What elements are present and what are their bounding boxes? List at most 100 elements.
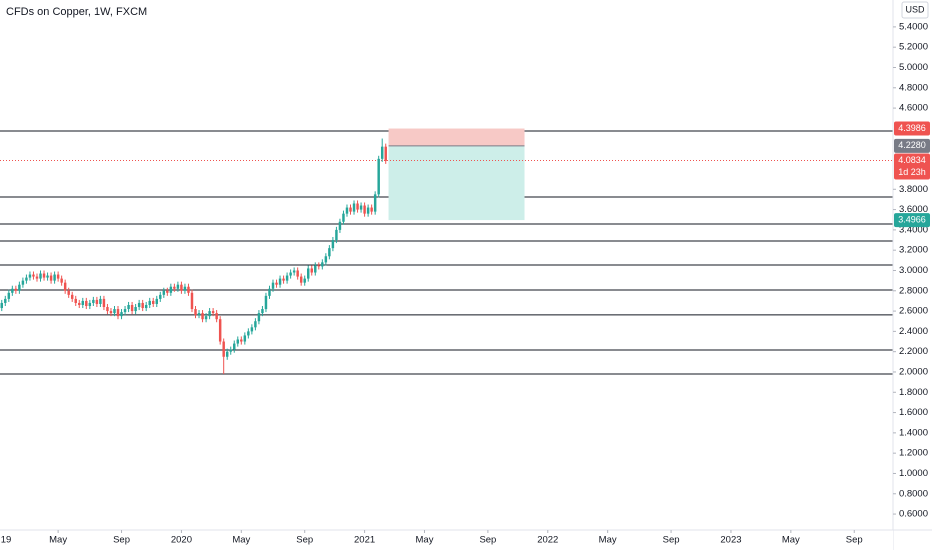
- candle-body: [278, 278, 282, 285]
- y-tick-label: 1.6000: [899, 407, 928, 418]
- candle-body: [95, 299, 99, 304]
- y-tick-label: 2.0000: [899, 366, 928, 377]
- candle-body: [296, 270, 299, 277]
- candle-body: [380, 146, 384, 159]
- last-price-tag-label: 4.0834: [898, 155, 926, 165]
- y-tick-label: 3.8000: [899, 184, 928, 195]
- candle-body: [275, 282, 278, 285]
- stop-zone: [388, 128, 525, 146]
- candle-body: [187, 286, 190, 293]
- candle-body: [377, 158, 380, 195]
- x-tick-label: Sep: [663, 535, 680, 546]
- candle-body: [222, 341, 225, 357]
- candle-body: [335, 229, 338, 241]
- candle-body: [303, 278, 306, 283]
- candle-body: [53, 274, 56, 281]
- plot-area: [0, 128, 893, 375]
- candle-body: [39, 273, 42, 279]
- y-tick-label: 2.2000: [899, 346, 928, 357]
- candle-body: [134, 307, 137, 312]
- candle-body: [240, 339, 243, 342]
- candle-body: [137, 302, 141, 308]
- candle-body: [236, 339, 240, 344]
- candle-body: [74, 298, 77, 303]
- candle-body: [352, 203, 356, 212]
- y-tick-label: 3.6000: [899, 204, 928, 215]
- chart-title: CFDs on Copper, 1W, FXCM: [6, 6, 147, 18]
- x-tick-label: May: [49, 535, 67, 546]
- candle-body: [197, 313, 201, 316]
- y-tick-label: 5.0000: [899, 62, 928, 73]
- target-tag-label: 3.4966: [898, 214, 926, 224]
- candle-body: [324, 256, 328, 263]
- candle-body: [233, 343, 236, 350]
- x-tick-label: 2023: [720, 535, 741, 546]
- candle-body: [180, 284, 183, 291]
- candle-body: [261, 309, 264, 314]
- candle-body: [225, 351, 229, 357]
- candle-body: [190, 292, 194, 310]
- y-tick-label: 4.6000: [899, 103, 928, 114]
- candle-body: [60, 278, 63, 283]
- candle-body: [63, 282, 67, 291]
- candle-body: [359, 205, 363, 210]
- y-tick-label: 3.0000: [899, 265, 928, 276]
- candle-body: [21, 280, 25, 285]
- x-tick-label: 2021: [354, 535, 375, 546]
- y-tick-label: 0.6000: [899, 509, 928, 520]
- candle-body: [317, 265, 321, 267]
- currency-label: USD: [905, 4, 925, 14]
- candle-body: [211, 311, 215, 314]
- candle-body: [46, 275, 49, 278]
- candle-body: [321, 262, 324, 267]
- candle-body: [342, 213, 345, 222]
- x-tick-label: May: [416, 535, 434, 546]
- candle-body: [176, 284, 180, 289]
- y-tick-label: 2.6000: [899, 306, 928, 317]
- candle-body: [215, 313, 218, 320]
- target-tag: 3.4966: [894, 213, 930, 228]
- candle-body: [183, 286, 187, 291]
- stop-tag-box: [894, 121, 930, 136]
- x-tick-label: Sep: [846, 535, 863, 546]
- y-tick-label: 5.4000: [899, 21, 928, 32]
- candle-body: [194, 309, 197, 316]
- x-tick-label: Sep: [479, 535, 496, 546]
- candle-body: [331, 240, 335, 249]
- y-tick-label: 1.2000: [899, 448, 928, 459]
- candle-body: [349, 207, 352, 212]
- x-tick-label: May: [599, 535, 617, 546]
- y-tick-label: 3.4000: [899, 224, 928, 235]
- last-price-tag: 4.0834 1d 23h: [894, 153, 930, 180]
- candle-body: [169, 286, 173, 293]
- y-tick-label: 0.8000: [899, 488, 928, 499]
- candle-body: [109, 311, 113, 314]
- candle-body: [25, 277, 28, 281]
- stop-tag: 4.3986: [894, 121, 930, 136]
- x-tick-label: May: [232, 535, 250, 546]
- candle-body: [14, 288, 18, 291]
- candle-body: [67, 290, 70, 295]
- candle-body: [56, 274, 60, 279]
- x-tick-label: 19: [1, 535, 12, 546]
- candle-body: [78, 302, 81, 305]
- candle-body: [345, 207, 349, 214]
- candle-body: [130, 304, 134, 312]
- candle-body: [173, 286, 176, 289]
- candle-body: [92, 299, 95, 303]
- candle-body: [148, 300, 151, 305]
- entry-tag: 4.2280: [894, 138, 930, 153]
- y-tick-label: 2.8000: [899, 285, 928, 296]
- candle-body: [338, 221, 342, 230]
- candle-body: [99, 298, 102, 304]
- candle-body: [7, 292, 11, 299]
- last-price-tag-countdown: 1d 23h: [898, 167, 926, 177]
- candle-body: [155, 298, 158, 304]
- candle-body: [218, 319, 222, 342]
- candle-body: [166, 290, 169, 293]
- candle-body: [88, 302, 92, 307]
- candle-body: [314, 265, 317, 273]
- candle-body: [42, 273, 46, 278]
- candle-body: [356, 203, 359, 210]
- candle-body: [81, 300, 85, 305]
